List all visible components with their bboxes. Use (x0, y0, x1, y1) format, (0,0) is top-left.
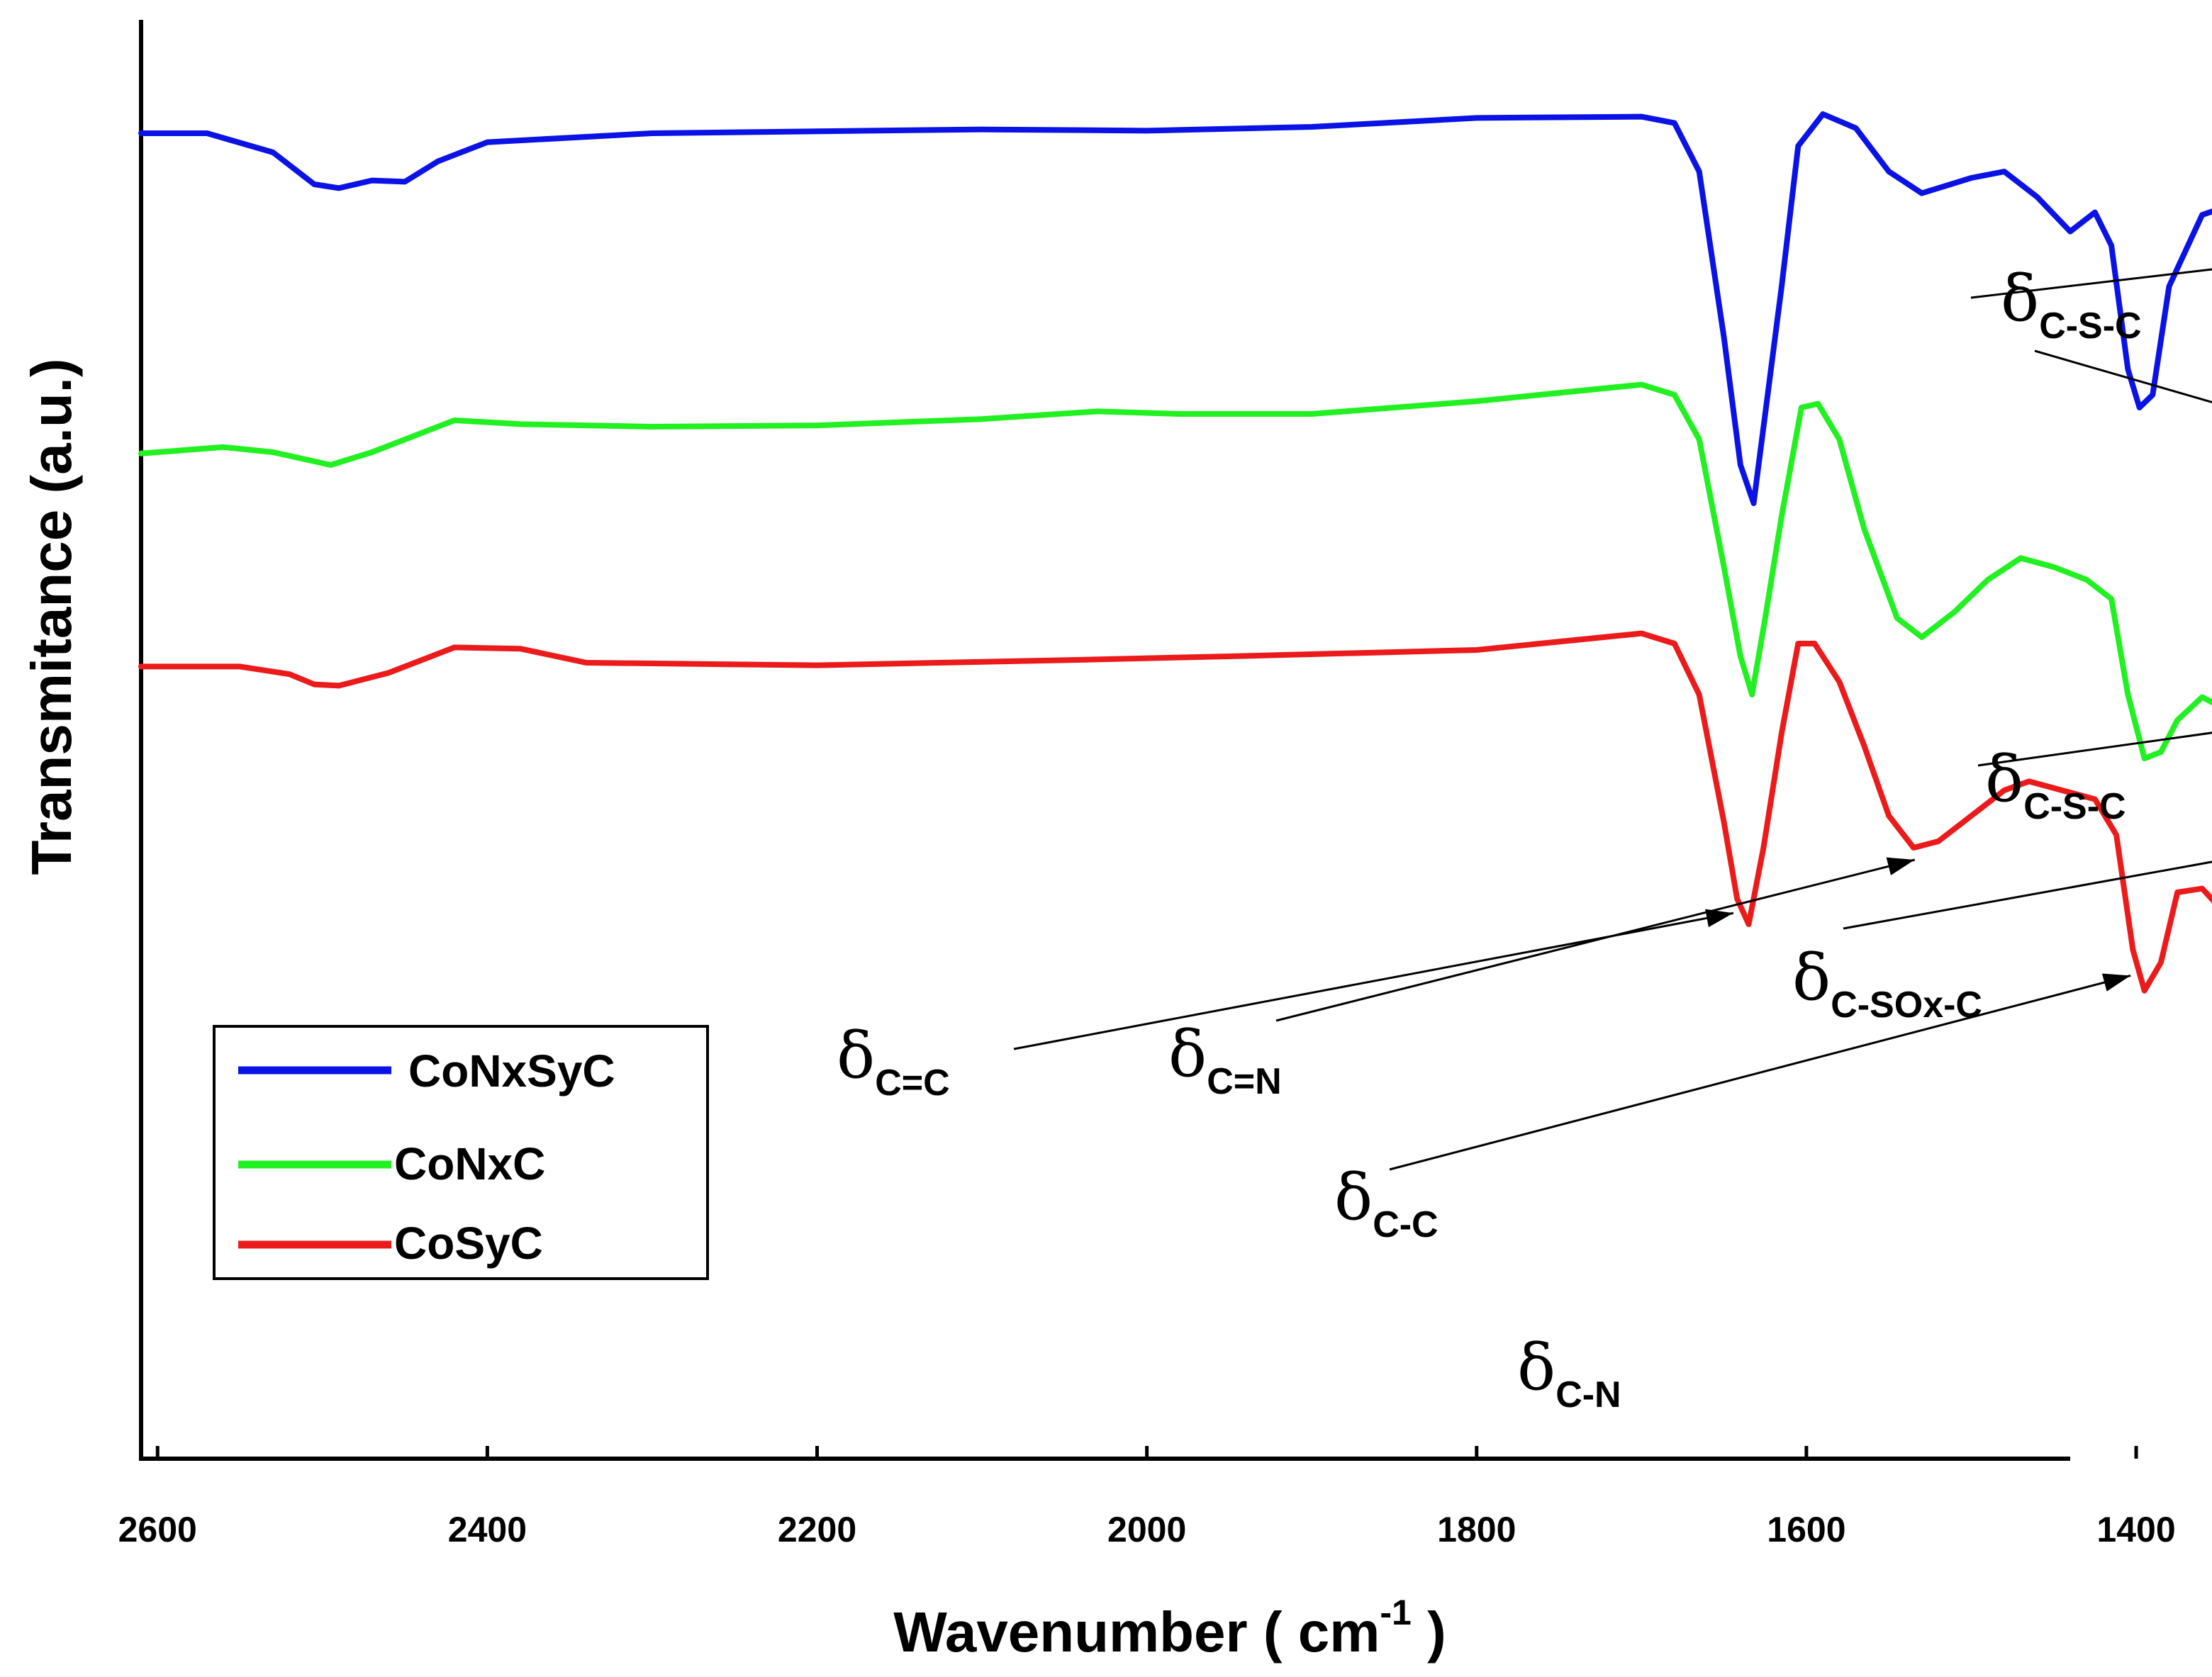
series-line-conxc (138, 381, 2212, 761)
annotation-arrow-3 (1013, 909, 1734, 1050)
annotation-arrow-0 (1970, 268, 2212, 299)
annotation-c-eq-c: δC=C (837, 1019, 950, 1104)
x-axis-ticks: 260024002200200018001600140012001000 (118, 1446, 2176, 1549)
annotation-c-eq-n: δC=N (1168, 1017, 1282, 1102)
x-tick-label-2000: 2000 (1107, 1510, 1186, 1549)
x-axis-title: Wavenumber ( cm-1 ) (893, 1593, 1446, 1664)
x-tick-label-1600: 1600 (1767, 1510, 1845, 1549)
x-tick-label-1400: 1400 (2096, 1510, 2175, 1549)
legend-label-conxc: CoNxC (394, 1138, 545, 1189)
y-axis-title: Transmitance (a.u.) (20, 358, 83, 875)
annotation-arrow-7 (1843, 860, 2212, 930)
annotation-arrows (1013, 268, 2212, 1171)
legend-label-cosyc: CoSyC (394, 1218, 543, 1269)
annotation-c-s-c-red: δC-S-C (1985, 742, 2126, 827)
annotation-arrow-1 (2034, 349, 2212, 403)
series-layer (138, 111, 2212, 994)
annotation-arrow-5 (1389, 973, 2131, 1171)
legend-label-conxsyc: CoNxSyC (408, 1045, 615, 1096)
x-axis-title-sup: -1 (1380, 1593, 1411, 1632)
annotation-c-c: δC-C (1334, 1160, 1439, 1245)
annotation-c-sox-c: δC-SOx-C (1792, 941, 1982, 1026)
series-line-cosyc (138, 630, 2212, 994)
annotation-arrow-2 (1977, 731, 2212, 767)
annotations: δC-S-C δC-S-C δC=C δC=N δC-C δC-N δC-SOx… (837, 262, 2142, 1415)
x-axis-title-end: ) (1412, 1600, 1446, 1664)
x-tick-label-2200: 2200 (778, 1510, 856, 1549)
legend: CoNxSyC CoNxC CoSyC (213, 1025, 709, 1280)
series-line-conxsyc (138, 111, 2212, 506)
annotation-c-s-c-blue: δC-S-C (2001, 262, 2142, 347)
x-axis-title-main: Wavenumber ( cm (893, 1600, 1380, 1664)
x-tick-label-2400: 2400 (448, 1510, 527, 1549)
annotation-c-n: δC-N (1517, 1330, 1621, 1415)
x-tick-label-1800: 1800 (1437, 1510, 1516, 1549)
x-tick-label-2600: 2600 (118, 1510, 197, 1549)
annotation-arrow-4 (1275, 857, 1916, 1022)
